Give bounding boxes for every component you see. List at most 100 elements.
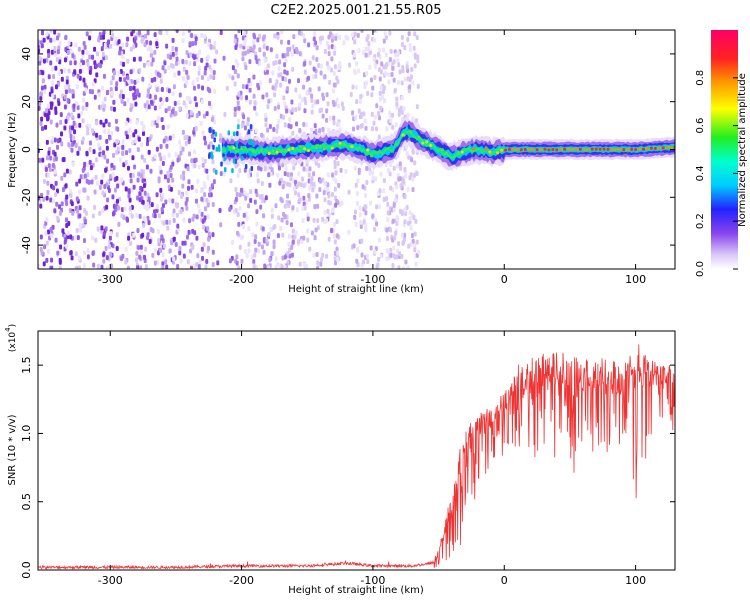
spectrogram-noise-cell [332,120,336,126]
spectrogram-noise-cell [407,243,411,249]
spectrogram-noise-cell [241,83,245,89]
spectrogram-noise-cell [114,118,118,124]
spectrogram-noise-cell [67,84,71,90]
spectrogram-noise-cell [101,173,105,179]
spectrogram-noise-cell [56,250,60,256]
spectrogram-noise-cell [123,101,127,107]
spectrogram-noise-cell [412,45,416,51]
spectrogram-noise-cell [297,239,301,245]
spectrogram-noise-cell [289,172,293,178]
spectrogram-noise-cell [340,101,344,107]
spectrogram-noise-cell [209,142,213,148]
spectrogram-noise-cell [392,207,396,213]
spectrogram-noise-cell [285,200,289,206]
spectrogram-noise-cell [303,69,307,75]
spectrogram-noise-cell [312,36,316,42]
spectrogram-noise-cell [47,172,51,178]
spectrogram-noise-cell [86,61,90,67]
spectrogram-noise-cell [363,84,367,90]
spectrogram-noise-cell [234,163,238,169]
spectrogram-noise-cell [211,262,215,268]
spectrogram-noise-cell [167,88,171,94]
spectrogram-ridge-peak [551,148,555,152]
spectrogram-noise-cell [333,164,337,170]
spectrogram-noise-cell [141,76,145,82]
spectrogram-ridge-spike [247,129,251,135]
spectrogram-noise-cell [398,176,402,182]
spectrogram-ridge-spike [214,169,218,175]
spectrogram-noise-cell [292,165,296,171]
spectrogram-noise-cell [186,74,190,80]
spectrogram-ridge-spike [225,147,229,153]
spectrogram-noise-cell [254,188,258,194]
spectrogram-noise-cell [382,38,386,44]
spectrogram-noise-cell [136,177,140,183]
spectrogram-ridge-peak [401,133,405,137]
spectrogram-noise-cell [302,195,306,201]
spectrogram-ridge-peak [228,145,232,149]
spectrogram-noise-cell [299,182,303,188]
spectrogram-noise-cell [235,254,239,260]
spectrogram-ridge-peak [511,147,515,151]
spectrogram-noise-cell [336,250,340,256]
spectrogram-noise-cell [46,229,50,235]
spectrogram-y-tick-label: 20 [20,95,33,109]
spectrogram-noise-cell [370,92,374,98]
spectrogram-noise-cell [317,63,321,69]
spectrogram-noise-cell [365,70,369,76]
spectrogram-noise-cell [397,62,401,68]
spectrogram-noise-cell [290,99,294,105]
spectrogram-noise-cell [111,172,115,178]
spectrogram-noise-cell [83,161,87,167]
spectrogram-noise-cell [45,139,49,145]
spectrogram-noise-cell [317,162,321,168]
spectrogram-noise-cell [145,141,149,147]
spectrogram-noise-cell [176,223,180,229]
spectrogram-noise-cell [403,45,407,51]
spectrogram-noise-cell [264,122,268,128]
spectrogram-noise-cell [168,248,172,254]
spectrogram-noise-cell [120,213,124,219]
spectrogram-noise-cell [360,252,364,258]
spectrogram-noise-cell [304,100,308,106]
spectrogram-noise-cell [161,65,165,71]
spectrogram-noise-cell [347,189,351,195]
spectrogram-noise-cell [71,53,75,59]
spectrogram-noise-cell [115,198,119,204]
spectrogram-noise-cell [275,79,279,85]
spectrogram-noise-cell [363,118,367,124]
spectrogram-noise-cell [111,32,115,38]
spectrogram-noise-cell [193,163,197,169]
spectrogram-ridge-peak [614,147,618,151]
spectrogram-noise-cell [277,65,281,71]
spectrogram-noise-cell [49,37,53,43]
spectrogram-noise-cell [405,151,409,157]
spectrogram-noise-cell [93,46,97,52]
spectrogram-noise-cell [78,213,82,219]
spectrogram-noise-cell [155,87,159,93]
spectrogram-ridge-peak [626,147,630,151]
spectrogram-noise-cell [277,118,281,124]
spectrogram-noise-cell [391,263,395,269]
spectrogram-ridge-peak [259,148,263,152]
spectrogram-noise-cell [378,115,382,121]
spectrogram-noise-cell [194,125,198,131]
spectrogram-noise-cell [302,183,306,189]
spectrogram-noise-cell [311,187,315,193]
spectrogram-noise-cell [242,212,246,218]
spectrogram-noise-cell [38,157,42,163]
spectrogram-noise-cell [314,227,318,233]
spectrogram-noise-cell [403,232,407,238]
spectrogram-noise-cell [142,131,146,137]
spectrogram-noise-cell [298,128,302,134]
spectrogram-noise-cell [239,95,243,101]
spectrogram-noise-cell [190,32,194,38]
spectrogram-noise-cell [325,218,329,224]
spectrogram-ridge-peak [240,147,244,151]
spectrogram-noise-cell [295,183,299,189]
spectrogram-noise-cell [56,144,60,150]
spectrogram-noise-cell [359,223,363,229]
spectrogram-noise-cell [212,70,216,76]
spectrogram-noise-cell [251,47,255,53]
